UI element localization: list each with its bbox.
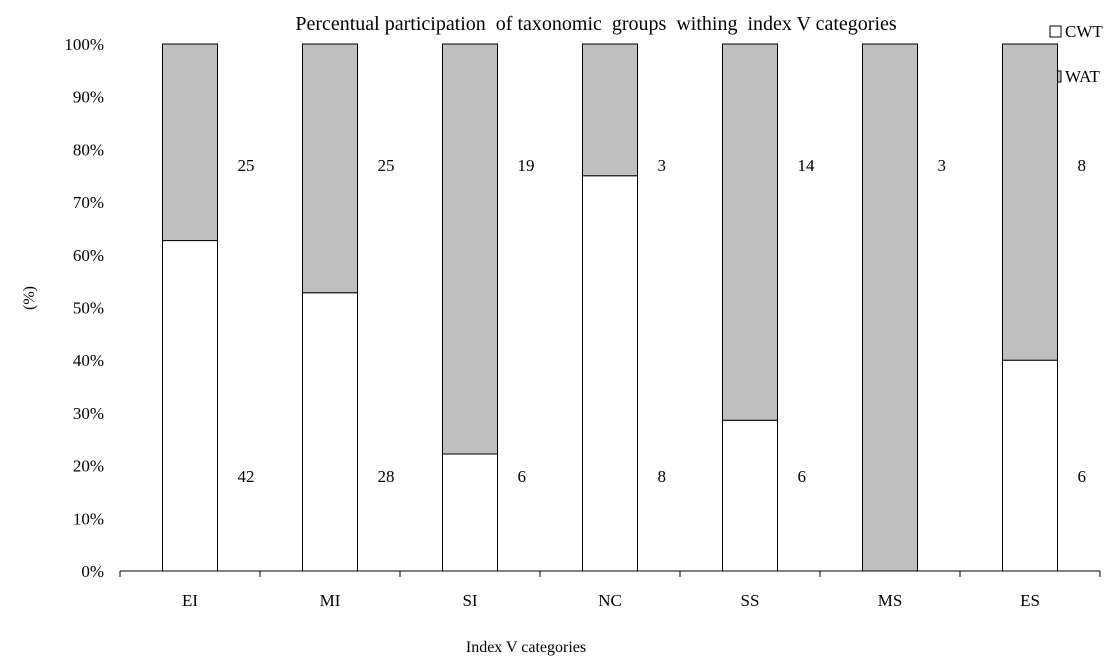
x-tick-label: SI [462, 591, 477, 610]
y-tick-label: 30% [73, 404, 104, 423]
y-tick-label: 20% [73, 457, 104, 476]
count-label-cwt: 8 [658, 467, 667, 486]
y-axis-title: (%) [21, 286, 38, 310]
x-tick-label: MS [878, 591, 903, 610]
count-label-wat: 14 [798, 156, 816, 175]
bar-segment-cwt-si [442, 453, 498, 572]
x-tick-label: ES [1020, 591, 1040, 610]
count-label-cwt: 42 [238, 467, 255, 486]
bar-segment-wat-mi [302, 43, 358, 294]
count-labels: 42 25 28 25 6 19 8 3 6 14 3 6 8 [238, 156, 1087, 486]
count-label-wat: 3 [658, 156, 667, 175]
chart-title: Percentual participation of taxonomic gr… [295, 13, 897, 35]
bar-segment-wat-nc [582, 43, 638, 177]
bar-segment-wat-si [442, 43, 498, 455]
bars [162, 43, 1058, 572]
x-tick-label: MI [320, 591, 341, 610]
count-label-wat: 8 [1078, 156, 1087, 175]
y-tick-label: 80% [73, 140, 104, 159]
x-axis-title: Index V categories [466, 639, 586, 656]
legend-label-wat: WAT [1065, 67, 1101, 86]
count-label-cwt: 6 [1078, 467, 1087, 486]
legend-swatch-cwt [1049, 25, 1062, 38]
count-label-wat: 25 [238, 156, 255, 175]
y-tick-label: 40% [73, 351, 104, 370]
x-tick-label: NC [598, 591, 622, 610]
bar-segment-cwt-nc [582, 175, 638, 572]
bar-segment-cwt-es [1002, 359, 1058, 572]
count-label-cwt: 6 [518, 467, 527, 486]
bar-segment-wat-ss [722, 43, 778, 421]
count-label-wat: 3 [938, 156, 947, 175]
legend: CWT WAT [1049, 22, 1103, 86]
y-tick-label: 70% [73, 193, 104, 212]
count-label-cwt: 28 [378, 467, 395, 486]
y-tick-label: 100% [64, 35, 104, 54]
count-label-wat: 19 [518, 156, 535, 175]
bar-segment-cwt-ss [722, 419, 778, 572]
count-label-wat: 25 [378, 156, 395, 175]
bar-segment-wat-ms [862, 43, 918, 572]
x-axis-ticks: EI MI SI NC SS MS ES [119, 571, 1101, 610]
bar-segment-wat-ei [162, 43, 218, 242]
count-label-cwt: 6 [798, 467, 807, 486]
bar-segment-cwt-mi [302, 292, 358, 572]
y-axis-ticks: 0% 10% 20% 30% 40% 50% 60% 70% 80% 90% 100% [64, 35, 104, 581]
x-tick-label: EI [182, 591, 198, 610]
legend-label-cwt: CWT [1065, 22, 1103, 41]
y-tick-label: 90% [73, 88, 104, 107]
bar-segment-cwt-ei [162, 240, 218, 572]
y-tick-label: 0% [81, 562, 104, 581]
y-tick-label: 10% [73, 509, 104, 528]
bar-segment-wat-es [1002, 43, 1058, 361]
y-tick-label: 60% [73, 246, 104, 265]
x-tick-label: SS [741, 591, 760, 610]
y-tick-label: 50% [73, 299, 104, 318]
